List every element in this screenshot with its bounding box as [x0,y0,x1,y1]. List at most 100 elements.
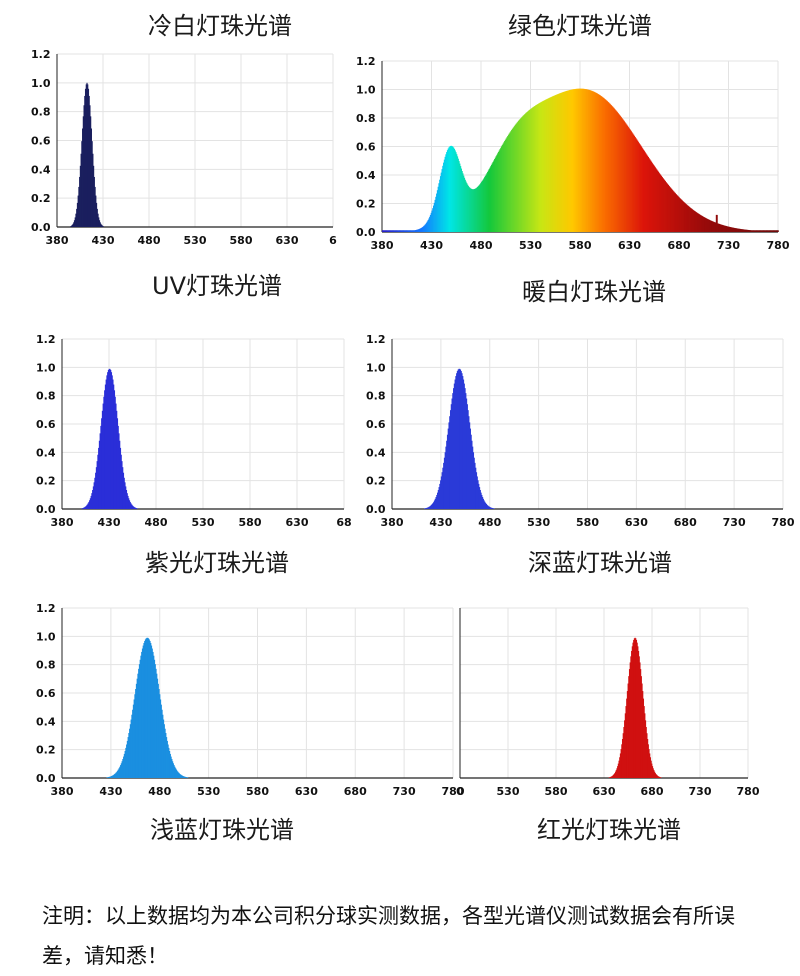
spectrum-bar [125,747,127,778]
spectrum-bar [480,183,482,232]
spectrum-bar [593,91,595,232]
spectrum-bar [525,112,527,232]
spectrum-bar [132,704,135,778]
spectrum-bar [652,163,654,232]
spectrum-bar [710,220,712,232]
spectrum-bar [404,230,406,232]
spectrum-bar [749,230,751,232]
spectrum-bar [127,495,129,509]
spectrum-bar [645,153,647,232]
spectrum-bar [612,774,614,778]
spectrum-bar [70,226,72,227]
spectrum-bar [610,776,612,778]
spectrum-bar [688,206,690,232]
spectrum-bar [473,189,475,232]
spectrum-bar [491,507,493,509]
spectrum-bar [451,146,453,232]
spectrum-bar [534,105,537,232]
spectrum-bar [605,99,607,232]
spectrum-bar [185,777,187,778]
spectrum-bar [572,89,574,232]
spectrum-bar [146,637,148,778]
spectrum-bar [107,369,110,509]
spectrum-bar [187,777,189,778]
spectrum-bar [654,772,656,778]
spectrum-bar [606,101,609,232]
spectrum-bar [72,223,74,227]
spectrum-bar [633,134,635,232]
spectrum-bar [759,230,762,232]
spectrum-bar [131,504,133,509]
spectrum-bar [711,220,713,232]
spectrum-bar [694,210,696,232]
spectrum-bar [635,638,637,778]
spectrum-bar [116,410,118,509]
spectrum-bar [777,230,779,232]
spectrum-bar [446,152,448,232]
spectrum-bar [718,223,720,232]
x-tick-label: 630 [593,785,616,798]
spectrum-bar [643,706,645,778]
spectrum-bar [708,219,711,232]
spectrum-bar [498,150,500,232]
spectrum-bar [616,112,619,232]
spectrum-bar [159,699,162,778]
spectrum-bar [740,229,742,232]
spectrum-bar [104,384,107,509]
spectrum-bar [618,114,620,232]
spectrum-bar [725,225,727,232]
spectrum-bar [490,507,492,509]
spectrum-bar [405,230,407,232]
title-deep-blue: 深蓝灯珠光谱 [528,549,672,577]
spectrum-bar [77,195,79,227]
x-tick-label: 68 [336,516,351,529]
spectrum-bar [681,200,683,232]
spectrum-bar [439,483,441,509]
title-warm-white: 暖白灯珠光谱 [522,278,666,306]
spectrum-bar [636,139,638,232]
spectrum-bar [144,639,147,778]
spectrum-bar [674,193,677,232]
spectrum-bar [94,477,96,509]
spectrum-bar [631,646,633,778]
y-tick-label: 0.0 [36,772,56,785]
x-tick-label: 680 [344,785,367,798]
spectrum-bar [571,89,573,232]
spectrum-bar [576,88,578,232]
x-tick-label: 630 [625,516,648,529]
title-uv: UV灯珠光谱 [152,272,282,300]
spectrum-bar [760,230,762,232]
spectrum-bar [161,709,163,778]
spectrum-bar [563,91,565,232]
spectrum-bar [675,194,677,232]
spectrum-bar [509,132,511,232]
spectrum-bar [767,230,769,232]
spectrum-bar [420,227,422,232]
spectrum-bar [429,506,431,509]
spectrum-bar [630,656,632,778]
spectrum-bar [504,141,506,232]
spectrum-bar [122,467,124,509]
spectrum-bar [724,225,726,232]
spectrum-bar [431,503,433,509]
spectrum-bar [646,154,648,232]
spectrum-bar [621,118,623,232]
spectrum-bar [114,774,116,778]
spectrum-bar [78,186,80,227]
spectrum-bar [631,132,633,232]
spectrum-bar [494,157,496,232]
spectrum-bar [448,147,450,232]
spectrum-bar [120,454,122,509]
spectrum-bar [702,216,704,232]
spectrum-bar [460,166,462,232]
spectrum-bar [441,169,443,232]
spectrum-bar [135,683,138,778]
spectrum-bar [657,171,660,232]
spectrum-bar [430,505,432,509]
spectrum-bar [655,168,657,232]
spectrum-bar [705,218,707,232]
spectrum-bar [713,221,715,232]
spectrum-bar [553,95,555,232]
spectrum-bar [122,472,125,509]
